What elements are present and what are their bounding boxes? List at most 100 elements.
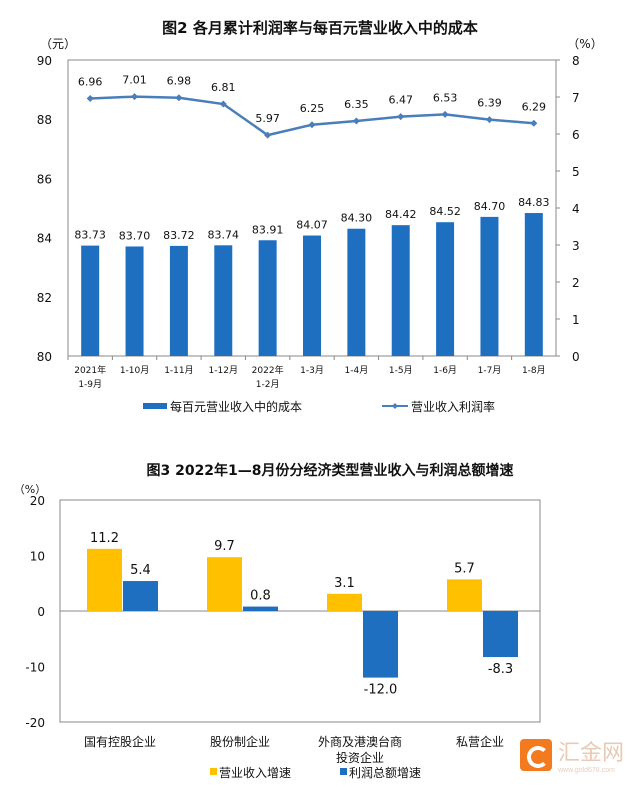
margin-label: 6.35 [344,98,369,111]
y-tick: -20 [25,716,45,730]
x-label: 1-8月 [522,365,546,376]
cost-bar [303,235,321,356]
margin-label: 6.47 [388,94,413,107]
margin-point [219,100,227,108]
right-tick: 0 [572,350,580,364]
profit-growth-bar [363,611,398,678]
margin-label: 6.98 [167,75,192,88]
cost-bar [258,240,277,356]
x-label: 外商及港澳台商 [318,734,402,749]
cost-label: 84.83 [518,196,550,209]
right-tick: 5 [572,165,580,179]
cost-label: 84.07 [296,219,328,232]
x-label: 1-10月 [120,365,149,376]
cost-label: 83.70 [119,229,151,242]
revenue-growth-bar [87,548,122,611]
x-label: 1-7月 [478,365,502,376]
left-tick: 84 [37,232,52,246]
margin-point [175,94,183,102]
x-label: 投资企业 [336,750,384,765]
bar-label: -12.0 [364,683,398,698]
margin-label: 6.25 [300,102,325,115]
cost-bar [125,246,144,356]
right-tick: 1 [572,313,580,327]
left-tick: 88 [37,113,52,127]
cost-bar [391,225,410,356]
revenue-growth-bar [447,579,482,611]
margin-label: 6.96 [78,75,103,88]
x-label: 1-9月 [78,379,102,390]
legend-bar-swatch [143,403,167,409]
left-tick: 82 [37,291,52,305]
margin-point [485,116,493,124]
watermark-logo-icon [520,738,552,771]
margin-point [441,110,449,118]
legend-profit-label: 利润总额增速 [349,766,421,780]
x-label: 1-6月 [433,365,457,376]
watermark: 汇金网 www.gold678.com [520,735,624,774]
margin-label: 6.81 [211,81,236,94]
profit-growth-bar [483,611,518,658]
cost-bar [214,245,233,356]
legend-bar-label: 每百元营业收入中的成本 [170,399,302,414]
margin-point [308,121,316,129]
margin-label: 5.97 [255,112,280,125]
right-tick: 8 [572,54,580,68]
revenue-growth-bar [327,593,362,611]
margin-label: 6.39 [477,97,502,110]
chart1-title: 图2 各月累计利润率与每百元营业收入中的成本 [162,19,478,37]
x-label: 1-2月 [256,379,280,390]
margin-point [86,94,94,102]
bar-label: 3.1 [334,576,355,591]
x-label: 股份制企业 [210,734,270,749]
bar-label: -8.3 [488,662,513,677]
right-tick: 6 [572,128,580,142]
margin-point [264,131,272,139]
y-tick: -10 [25,661,45,675]
cost-label: 84.70 [474,200,506,213]
cost-label: 83.74 [208,228,240,241]
profit-growth-bar [243,606,278,611]
right-tick: 2 [572,276,580,290]
right-tick: 4 [572,202,580,216]
bar-label: 0.8 [250,589,271,604]
left-tick: 86 [37,172,52,186]
revenue-growth-bar [207,557,242,611]
cost-label: 84.42 [385,208,417,221]
y-tick: 20 [30,494,45,508]
x-label: 2022年 [252,364,284,376]
bar-label: 5.7 [454,561,475,576]
cost-bar [81,245,100,356]
left-unit: （元） [40,37,76,51]
legend-line-marker [392,403,398,409]
x-label: 国有控股企业 [84,734,156,749]
left-tick: 80 [37,350,52,364]
right-unit: （%） [567,37,602,51]
profit-growth-bar [123,581,158,611]
legend-revenue-label: 营业收入增速 [219,766,291,780]
right-tick: 3 [572,239,580,253]
x-label: 1-12月 [209,365,238,376]
cost-bar [347,228,366,356]
unit: （%） [14,483,46,496]
x-label: 2021年 [74,364,106,376]
cost-bar [524,213,543,356]
cost-label: 84.52 [429,205,461,218]
margin-point [530,119,538,127]
x-label: 1-5月 [389,365,413,376]
left-tick: 90 [37,54,52,68]
x-label: 私营企业 [456,734,504,749]
margin-label: 7.01 [122,74,147,87]
legend-profit-swatch [340,768,347,775]
y-tick: 10 [30,550,45,564]
bar-label: 9.7 [214,539,235,554]
bar-label: 11.2 [90,531,119,546]
chart2-title: 图3 2022年1—8月份分经济类型营业收入与利润总额增速 [146,462,513,479]
cost-bar [480,216,499,356]
margin-label: 6.53 [433,91,458,104]
watermark-name: 汇金网 [558,741,625,766]
legend-line-label: 营业收入利润率 [411,399,495,414]
cost-bar [169,245,188,356]
